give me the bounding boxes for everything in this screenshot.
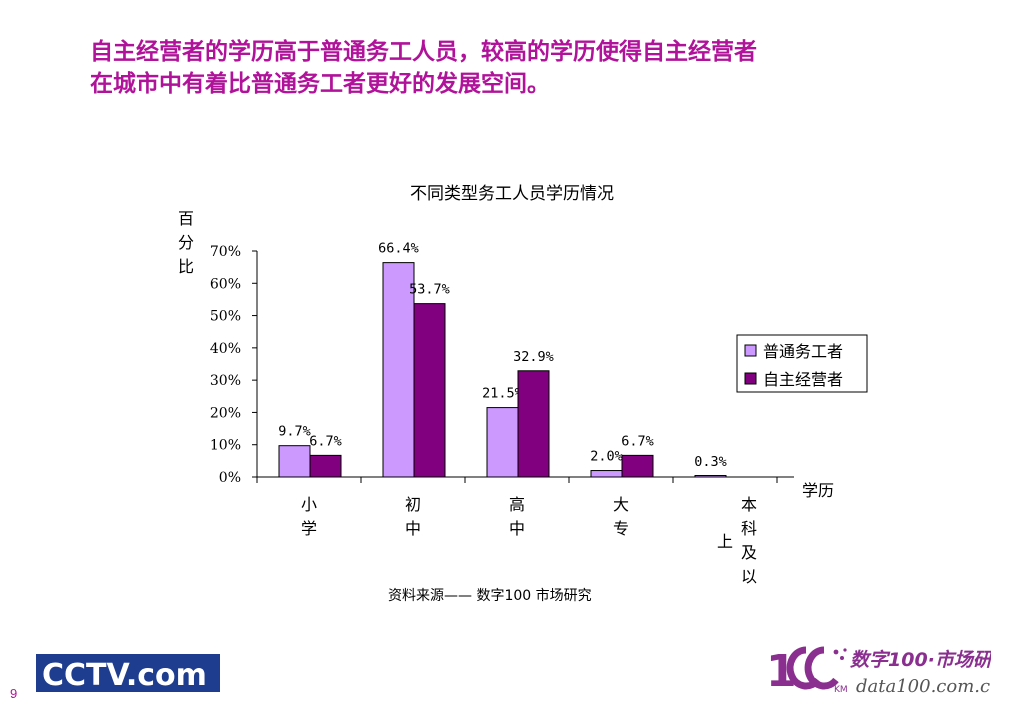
x-category-char: 上	[717, 532, 733, 551]
legend-label: 普通务工者	[763, 342, 843, 361]
bar	[382, 262, 415, 478]
data-label: 6.7%	[309, 433, 342, 449]
data-label: 6.7%	[621, 433, 654, 449]
data-label: 2.0%	[590, 449, 623, 465]
bars: 9.7%6.7%66.4%53.7%21.5%32.9%2.0%6.7%0.3%	[278, 241, 727, 478]
x-category-char: 高	[509, 495, 525, 514]
data-label: 32.9%	[513, 349, 554, 365]
data-label: 0.3%	[694, 454, 727, 470]
data100-url-text: data100.com.cn	[856, 676, 991, 696]
cctv-logo-text: CCTV.com	[42, 658, 207, 692]
bar	[278, 445, 311, 478]
chart-title: 不同类型务工人员学历情况	[410, 184, 614, 204]
data100-logo: 1 KM 数字100·市场研究 data100.com.cn	[766, 646, 991, 696]
legend-box	[736, 334, 868, 393]
y-tick-label: 0%	[219, 470, 241, 486]
legend-swatch	[744, 344, 757, 357]
x-category-char: 初	[405, 495, 421, 514]
data100-km-text: KM	[834, 685, 848, 695]
x-category-char: 中	[405, 519, 421, 538]
x-category-label: 小学	[301, 495, 317, 538]
y-tick-label: 20%	[210, 405, 241, 421]
legend-label: 自主经营者	[763, 370, 843, 389]
source-note: 资料来源—— 数字100 市场研究	[388, 588, 592, 604]
x-category-char: 学	[301, 519, 317, 538]
bar	[486, 407, 519, 478]
headline-line-1: 自主经营者的学历高于普通务工人员，较高的学历使得自主经营者	[90, 39, 757, 65]
x-category-char: 小	[301, 495, 317, 514]
y-axis-label-char: 百	[178, 209, 194, 228]
y-axis-label-char: 分	[178, 233, 194, 252]
x-category-label: 高中	[509, 495, 525, 538]
x-category-char: 及	[741, 543, 757, 562]
y-tick-label: 50%	[210, 309, 241, 325]
x-category-char: 大	[613, 495, 629, 514]
y-tick-label: 10%	[210, 438, 241, 454]
data-label: 53.7%	[409, 282, 450, 298]
y-tick-label: 40%	[210, 341, 241, 357]
x-category-char: 本	[741, 495, 757, 514]
page-number: 9	[10, 686, 18, 701]
data-label: 66.4%	[378, 241, 419, 257]
x-category-char: 以	[741, 567, 757, 586]
y-axis-label: 百分比	[178, 209, 194, 276]
data-label: 9.7%	[278, 424, 311, 440]
x-category-char: 中	[509, 519, 525, 538]
headline: 自主经营者的学历高于普通务工人员，较高的学历使得自主经营者 在城市中有着比普通务…	[90, 36, 950, 100]
bar	[621, 454, 654, 478]
bar	[309, 454, 342, 478]
headline-line-2: 在城市中有着比普通务工者更好的发展空间。	[90, 71, 550, 97]
data100-cn-text: 数字100·市场研究	[850, 649, 991, 671]
x-category-char: 科	[741, 519, 757, 538]
data-label: 21.5%	[482, 386, 523, 402]
x-category-char: 专	[613, 519, 629, 538]
y-tick-label: 70%	[210, 244, 241, 260]
bar	[413, 303, 446, 478]
cctv-logo: CCTV.com	[36, 654, 220, 692]
x-category-label: 初中	[405, 495, 421, 538]
y-axis-label-char: 比	[178, 257, 194, 276]
y-axis: 0% 10% 20% 30% 40% 50% 60% 70%	[210, 244, 258, 486]
bar	[590, 470, 623, 478]
x-category-label: 大专	[613, 495, 629, 538]
y-tick-label: 60%	[210, 276, 241, 292]
x-axis-label: 学历	[802, 481, 834, 500]
legend-swatch	[744, 372, 757, 385]
bar	[517, 370, 550, 478]
y-tick-label: 30%	[210, 373, 241, 389]
